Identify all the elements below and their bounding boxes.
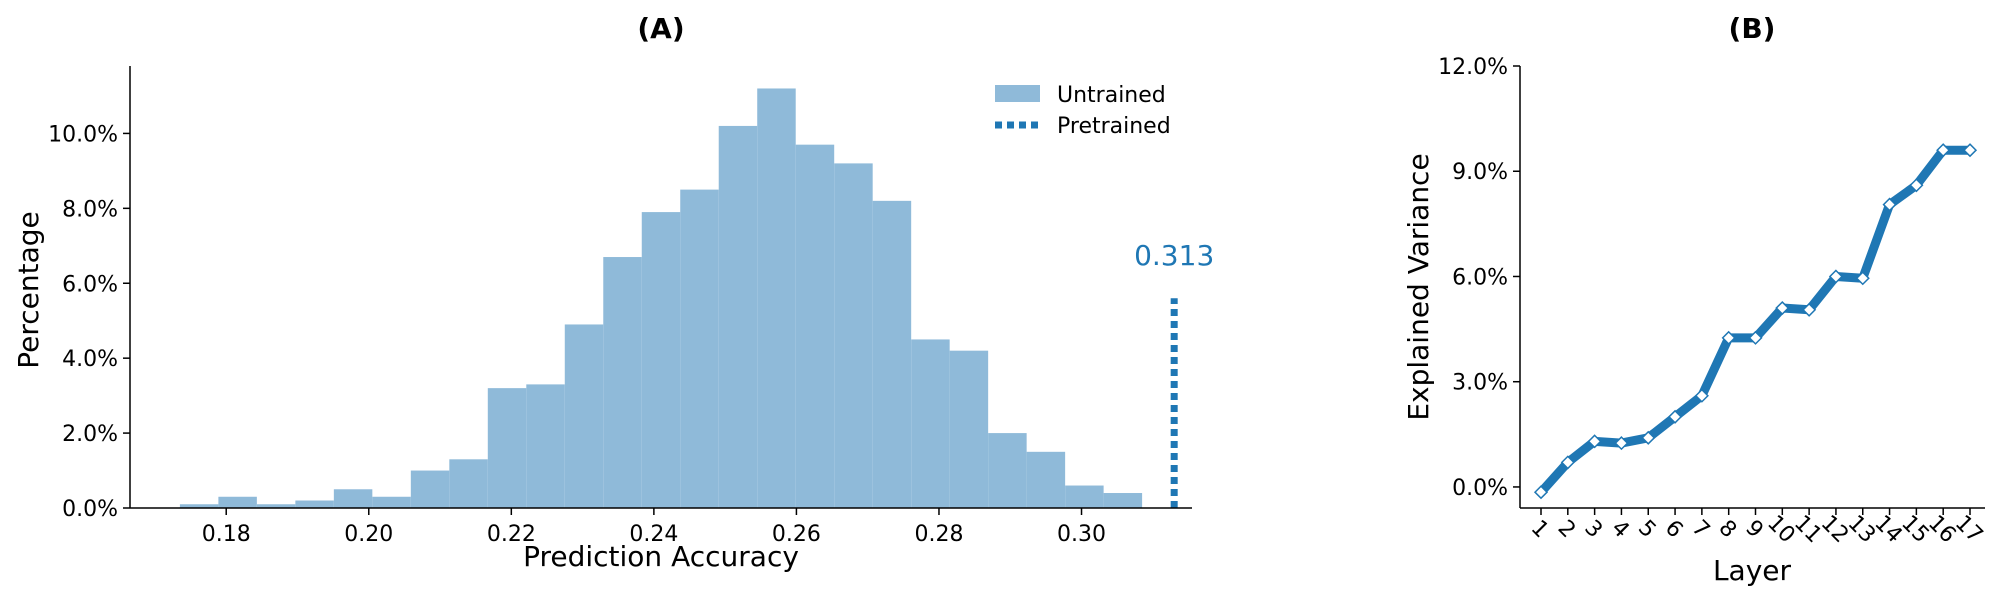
- histogram-bar: [256, 504, 296, 508]
- layer-marker: [1802, 302, 1817, 317]
- histogram-bar: [218, 496, 257, 508]
- layer-marker: [1560, 455, 1575, 470]
- histogram-bar: [333, 489, 373, 508]
- y-tick-label: 9.0%: [1452, 160, 1508, 185]
- layer-marker: [1936, 143, 1951, 158]
- explained-variance-line: [1536, 145, 1975, 497]
- layer-marker: [1668, 409, 1683, 424]
- histogram-bar: [757, 88, 796, 508]
- legend-label-untrained: Untrained: [1057, 83, 1166, 108]
- layer-marker: [1775, 300, 1790, 316]
- layer-marker: [1694, 388, 1709, 403]
- x-tick-label: 7: [1687, 516, 1715, 544]
- layer-marker: [1828, 269, 1843, 284]
- x-tick-label: 0.18: [202, 522, 251, 547]
- histogram-bar: [1103, 493, 1143, 508]
- panel-a-histogram: (A) 0.313 0.18 0.20 0.22 0.24 0.26 0.28 0.30 0…: [12, 12, 1214, 573]
- layer-marker: [1587, 434, 1602, 449]
- panel-a-x-ticks: 0.18 0.20 0.22 0.24 0.26 0.28 0.30: [202, 508, 1106, 547]
- layer-marker: [1748, 330, 1763, 345]
- legend-label-pretrained: Pretrained: [1057, 114, 1171, 139]
- panel-a-x-label: Prediction Accuracy: [523, 540, 799, 573]
- layer-marker: [1882, 197, 1897, 212]
- x-tick-label: 0.26: [772, 522, 821, 547]
- histogram-bar: [564, 324, 604, 508]
- y-tick-label: 2.0%: [62, 422, 118, 447]
- x-tick-label: 0.20: [344, 522, 393, 547]
- y-tick-label: 10.0%: [48, 122, 118, 147]
- histogram-bars: [179, 88, 1143, 509]
- histogram-bar: [449, 459, 488, 508]
- histogram-bar: [1026, 451, 1066, 508]
- histogram-bar: [911, 339, 950, 508]
- panel-b-x-label: Layer: [1713, 554, 1792, 587]
- y-tick-label: 6.0%: [62, 272, 118, 297]
- x-tick-label: 0.28: [914, 522, 963, 547]
- x-tick-label: 1: [1526, 516, 1554, 544]
- histogram-bar: [680, 189, 719, 508]
- x-tick-label: 17: [1950, 511, 1987, 548]
- panel-b-title: (B): [1729, 12, 1776, 45]
- x-tick-label: 8: [1713, 516, 1741, 544]
- y-tick-label: 0.0%: [62, 497, 118, 522]
- histogram-bar: [487, 388, 527, 508]
- layer-marker: [1533, 485, 1549, 500]
- layer-marker: [1855, 271, 1870, 286]
- histogram-bar: [526, 384, 565, 508]
- y-tick-label: 8.0%: [62, 197, 118, 222]
- x-tick-label: 0.30: [1057, 522, 1106, 547]
- panel-b-y-ticks: 0.0% 3.0% 6.0% 9.0% 12.0%: [1438, 55, 1520, 501]
- layer-markers: [1533, 143, 1978, 500]
- x-tick-label: 0.24: [629, 522, 678, 547]
- histogram-bar: [410, 470, 450, 508]
- layer-marker: [1962, 143, 1978, 158]
- histogram-bar: [603, 257, 642, 508]
- x-tick-label: 4: [1606, 516, 1634, 544]
- legend-swatch-untrained: [995, 85, 1040, 102]
- x-tick-label: 6: [1660, 516, 1688, 544]
- y-tick-label: 12.0%: [1438, 55, 1508, 80]
- histogram-bar: [179, 504, 219, 508]
- y-tick-label: 4.0%: [62, 347, 118, 372]
- x-tick-label: 0.22: [487, 522, 536, 547]
- layer-marker: [1614, 436, 1629, 451]
- panel-a-y-ticks: 0.0% 2.0% 4.0% 6.0% 8.0% 10.0%: [48, 122, 130, 522]
- histogram-bar: [718, 125, 758, 509]
- x-tick-label: 3: [1579, 516, 1607, 544]
- layer-marker: [1909, 178, 1924, 193]
- histogram-bar: [372, 496, 411, 508]
- legend: Untrained Pretrained: [995, 83, 1171, 139]
- y-tick-label: 3.0%: [1452, 371, 1508, 396]
- histogram-bar: [949, 350, 989, 508]
- panel-b-y-label: Explained Variance: [1402, 153, 1435, 420]
- y-tick-label: 0.0%: [1452, 476, 1508, 501]
- x-tick-label: 5: [1633, 516, 1661, 544]
- histogram-bar: [641, 212, 681, 508]
- layer-marker: [1641, 430, 1656, 445]
- histogram-bar: [988, 433, 1027, 508]
- histogram-bar: [872, 200, 912, 508]
- histogram-bar: [795, 144, 835, 508]
- histogram-bar: [834, 163, 873, 508]
- panel-a-title: (A): [637, 12, 684, 45]
- pretrained-value-label: 0.313: [1134, 239, 1214, 272]
- layer-marker: [1721, 330, 1736, 345]
- histogram-bar: [1065, 485, 1104, 508]
- panel-a-y-label: Percentage: [12, 211, 45, 369]
- histogram-bar: [295, 500, 334, 508]
- y-tick-label: 6.0%: [1452, 265, 1508, 290]
- x-tick-label: 2: [1553, 516, 1581, 544]
